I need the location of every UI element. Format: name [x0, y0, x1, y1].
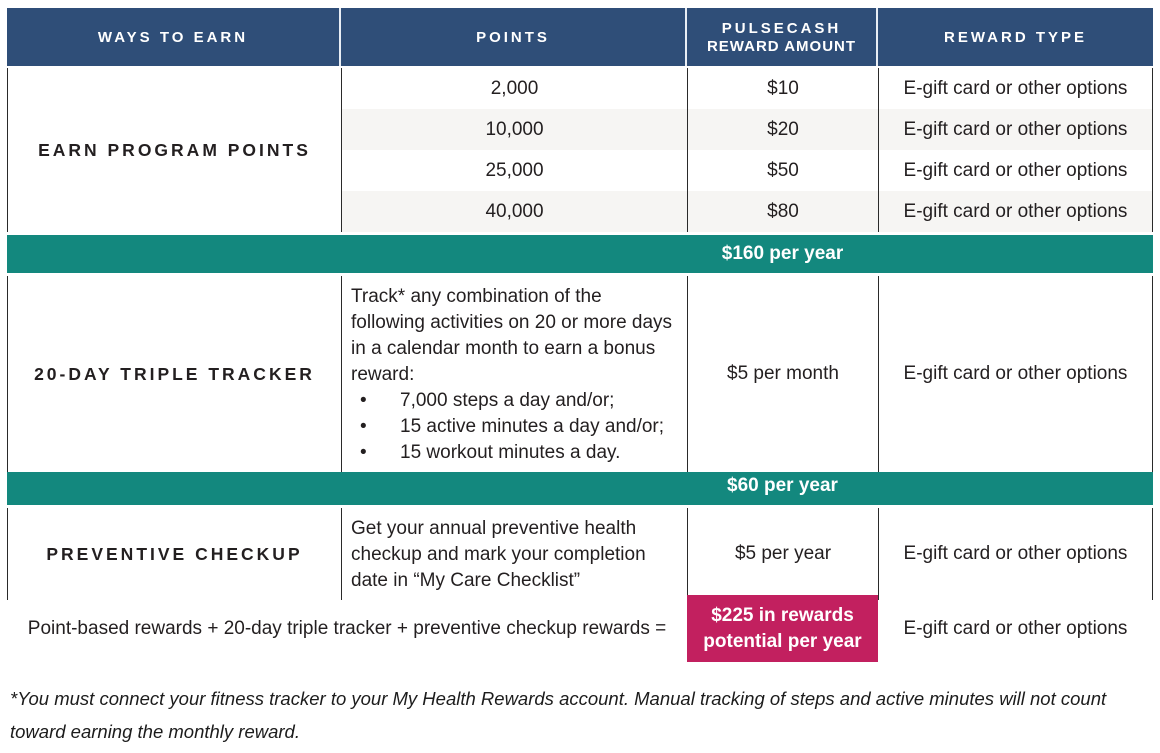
reward-type: E-gift card or other options: [878, 150, 1153, 191]
points-value: 10,000: [341, 109, 687, 150]
summary-reward-type: E-gift card or other options: [903, 617, 1128, 639]
preventive-checkup-label-cell: PREVENTIVE CHECKUP: [7, 508, 341, 600]
tracker-subtotal-band: $60 per year: [7, 467, 1153, 505]
reward-amount: $50: [687, 150, 878, 191]
preventive-checkup-description: Get your annual preventive health checku…: [341, 508, 687, 600]
header-ways-to-earn-label: WAYS TO EARN: [97, 28, 249, 46]
header-ways-to-earn: WAYS TO EARN: [7, 8, 341, 66]
points-subtotal-band: $160 per year: [7, 235, 1153, 273]
preventive-checkup-reward-amount: $5 per year: [687, 508, 878, 600]
points-value: 25,000: [341, 150, 687, 191]
preventive-checkup-section: PREVENTIVE CHECKUP Get your annual preve…: [7, 508, 1153, 600]
earn-program-points-label-cell: EARN PROGRAM POINTS: [7, 68, 341, 232]
reward-type: E-gift card or other options: [878, 68, 1153, 109]
header-points-label: POINTS: [476, 28, 550, 46]
earn-program-points-section: EARN PROGRAM POINTS 2,000 $10 E-gift car…: [7, 68, 1153, 232]
triple-tracker-label: 20-DAY TRIPLE TRACKER: [34, 363, 315, 384]
footnote: *You must connect your fitness tracker t…: [10, 688, 1107, 742]
triple-tracker-bullet: 15 active minutes a day and/or;: [351, 414, 679, 440]
header-pulsecash-reward-amount: PULSECASH REWARD AMOUNT: [687, 8, 878, 66]
header-reward-type-label: REWARD TYPE: [943, 28, 1087, 46]
summary-total-badge: $225 in rewards potential per year: [687, 595, 878, 662]
preventive-checkup-reward-type: E-gift card or other options: [878, 508, 1153, 600]
header-reward-type: REWARD TYPE: [878, 8, 1153, 66]
earn-program-points-label: EARN PROGRAM POINTS: [38, 139, 311, 160]
table-header-row: WAYS TO EARN POINTS PULSECASH REWARD AMO…: [7, 8, 1153, 66]
points-subtotal-value: $160 per year: [721, 243, 844, 264]
triple-tracker-reward-type: E-gift card or other options: [878, 276, 1153, 472]
reward-amount: $10: [687, 68, 878, 109]
reward-type: E-gift card or other options: [878, 109, 1153, 150]
summary-row: Point-based rewards + 20-day triple trac…: [7, 595, 1153, 662]
header-pulsecash-line2: REWARD AMOUNT: [706, 37, 857, 55]
triple-tracker-description-intro: Track* any combination of the following …: [351, 286, 673, 385]
reward-type: E-gift card or other options: [878, 191, 1153, 232]
points-value: 2,000: [341, 68, 687, 109]
triple-tracker-label-cell: 20-DAY TRIPLE TRACKER: [7, 276, 341, 472]
tracker-subtotal-value: $60 per year: [727, 475, 838, 496]
header-pulsecash-line1: PULSECASH: [721, 19, 842, 37]
summary-total-line2: potential per year: [703, 630, 862, 652]
triple-tracker-bullet: 15 workout minutes a day.: [351, 440, 679, 466]
triple-tracker-reward-amount: $5 per month: [687, 276, 878, 472]
reward-amount: $80: [687, 191, 878, 232]
rewards-table: WAYS TO EARN POINTS PULSECASH REWARD AMO…: [7, 8, 1153, 662]
summary-total-line1: $225 in rewards: [711, 604, 854, 626]
triple-tracker-bullet: 7,000 steps a day and/or;: [351, 388, 679, 414]
preventive-checkup-label: PREVENTIVE CHECKUP: [46, 543, 303, 564]
reward-amount: $20: [687, 109, 878, 150]
summary-equation: Point-based rewards + 20-day triple trac…: [27, 617, 667, 639]
triple-tracker-description-cell: Track* any combination of the following …: [341, 276, 687, 472]
header-points: POINTS: [341, 8, 687, 66]
triple-tracker-section: 20-DAY TRIPLE TRACKER Track* any combina…: [7, 276, 1153, 472]
points-value: 40,000: [341, 191, 687, 232]
